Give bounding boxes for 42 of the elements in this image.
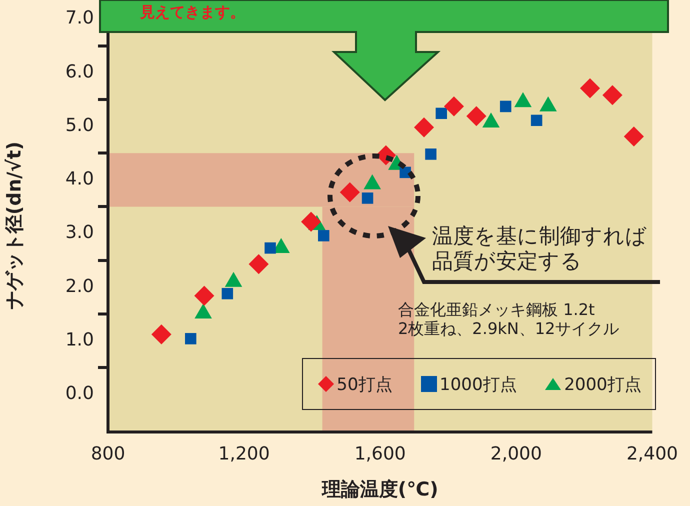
point	[444, 96, 464, 116]
x-tick-label: 1,600	[354, 443, 406, 464]
y-tick-label: 4.0	[65, 168, 94, 190]
point	[318, 230, 330, 242]
point	[248, 254, 269, 274]
point	[414, 117, 434, 138]
x-tick-label: 1,200	[218, 443, 270, 464]
point	[530, 114, 542, 126]
point	[580, 78, 600, 98]
x-tick-label: 800	[90, 443, 126, 464]
point	[602, 85, 622, 106]
y-tick-label: 0.0	[65, 383, 94, 404]
x-tick-label: 2,400	[626, 443, 678, 464]
point	[362, 192, 374, 204]
point	[264, 242, 276, 254]
y-tick-label: 6.0	[65, 61, 94, 82]
point	[500, 100, 512, 112]
annotation: 品質が安定する	[432, 249, 582, 274]
point	[194, 286, 214, 306]
y-tick-label: 5.0	[65, 114, 94, 136]
point	[185, 333, 196, 344]
x-axis-title: 理論温度(℃)	[320, 478, 438, 501]
point	[425, 148, 436, 160]
point	[151, 324, 172, 344]
point	[301, 212, 322, 232]
legend-label: 2000打点	[564, 374, 642, 396]
annotation: 見えてきます。	[140, 3, 245, 21]
point	[624, 126, 644, 146]
y-tick-label: 1.0	[65, 329, 94, 350]
y-axis-title: ナゲット径(dn/√t)	[3, 141, 26, 310]
point	[222, 288, 234, 300]
point	[436, 108, 447, 120]
point	[466, 106, 486, 126]
y-tick-label: 7.0	[65, 8, 94, 29]
legend-label: 1000打点	[440, 374, 517, 396]
annotation: 温度を基に制御すれば	[432, 224, 647, 250]
y-tick-label: 3.0	[65, 222, 94, 244]
x-tick-label: 2,000	[490, 443, 542, 464]
legend-label: 50打点	[336, 374, 392, 396]
annotation: 合金化亜鉛メッキ鋼板 1.2t 2枚重ね、2.9kN、12サイクル	[398, 300, 620, 338]
y-tick-label: 2.0	[65, 276, 94, 297]
point	[340, 182, 360, 202]
